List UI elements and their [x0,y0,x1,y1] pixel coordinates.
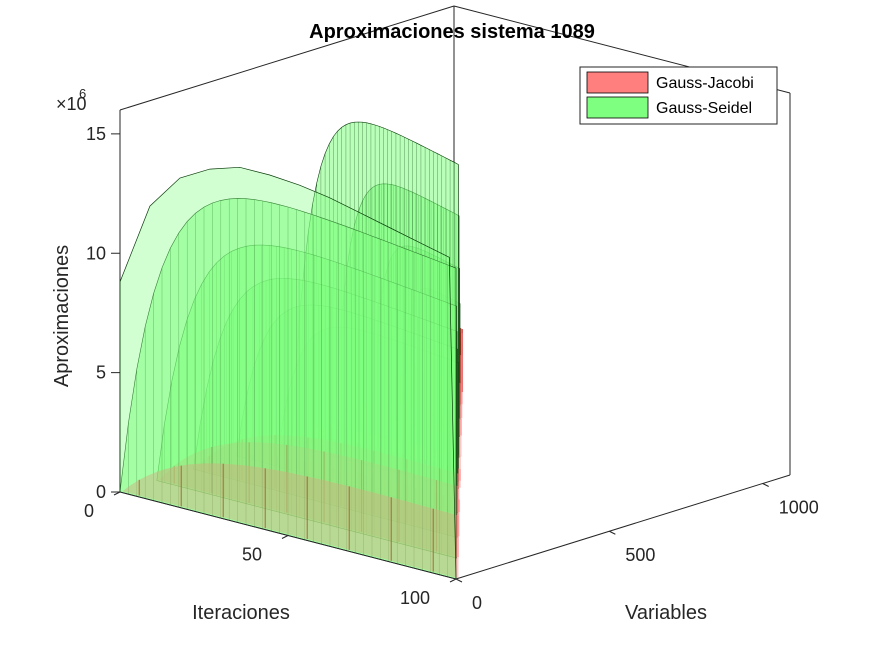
y-axis-line [455,474,791,580]
y-tick [762,483,769,487]
z-tick-label: 10 [86,243,106,263]
x-tick [281,535,289,539]
z-tick-label: 15 [86,124,106,144]
y-tick-label: 0 [472,593,482,613]
legend-label-gauss-seidel: Gauss-Seidel [656,100,752,117]
x-tick-label: 50 [242,545,262,565]
z-exponent-power: 6 [79,86,86,101]
legend-swatch-gauss-seidel [586,96,649,119]
x-tick [449,578,457,583]
y-tick-label: 1000 [779,497,819,517]
legend-swatch-gauss-jacobi [586,71,649,94]
seidel-front-wall [119,166,457,580]
y-tick [455,578,463,583]
x-tick-label: 100 [400,588,430,608]
z-tick-label: 5 [96,363,106,383]
legend: Gauss-Jacobi Gauss-Seidel [579,66,778,125]
x-axis-label: Iteraciones [192,602,290,624]
x-tick-label: 0 [84,501,94,521]
bar3-walls [119,121,464,580]
z-tick-label: 0 [96,482,106,502]
z-exponent: ×10 6 [56,86,87,114]
x-tick [113,491,121,496]
y-tick-label: 500 [625,545,655,565]
chart-title: Aproximaciones sistema 1089 [309,21,595,43]
z-exponent-base: ×10 [56,94,87,114]
y-tick [609,530,616,535]
legend-label-gauss-jacobi: Gauss-Jacobi [656,75,754,92]
box-edge-top-back [119,5,455,111]
y-axis-label: Variables [625,602,707,624]
jacobi-wall [122,463,459,579]
z-axis-label: Aproximaciones [51,245,73,387]
